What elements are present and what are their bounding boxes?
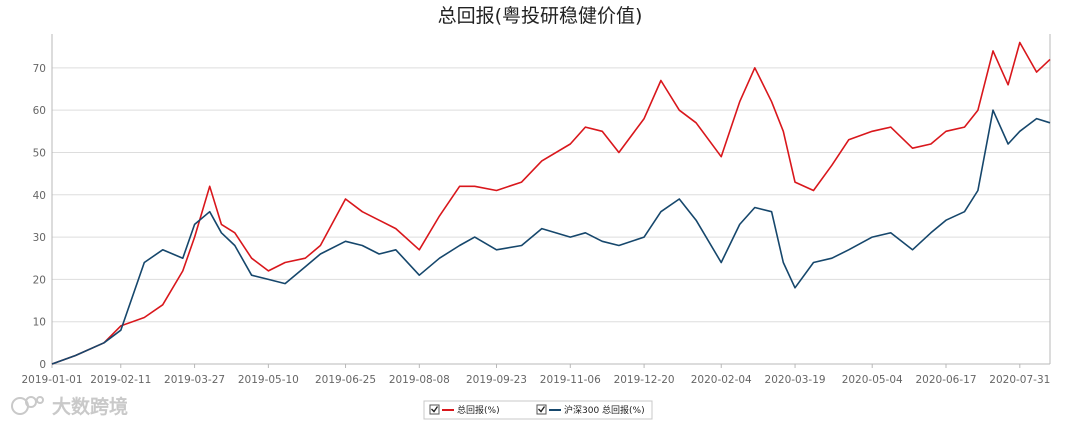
watermark-logo-icon <box>11 396 44 415</box>
x-tick-label: 2020-07-31 <box>989 374 1050 386</box>
x-tick-label: 2019-12-20 <box>614 374 675 386</box>
x-tick-label: 2019-05-10 <box>238 374 299 386</box>
y-tick-label: 40 <box>33 190 46 202</box>
legend-label: 沪深300 总回报(%) <box>564 404 645 416</box>
x-tick-label: 2019-06-25 <box>315 374 376 386</box>
x-tick-label: 2019-11-06 <box>540 374 601 386</box>
gridlines <box>52 67 1050 323</box>
chart-title: 总回报(粤投研稳健价值) <box>438 5 643 27</box>
x-tick-label: 2020-05-04 <box>842 374 903 386</box>
series-line-1 <box>51 41 1051 365</box>
legend-checkbox-icon[interactable] <box>536 404 547 415</box>
x-tick-label: 2019-03-27 <box>164 374 225 386</box>
x-tick-label: 2020-03-19 <box>765 374 826 386</box>
axes: 0 10 20 30 40 50 60 70 2019-01-01 2019-02-11 2019-… <box>21 34 1051 386</box>
y-tick-label: 20 <box>33 274 46 286</box>
y-tick-label: 30 <box>33 232 46 244</box>
legend-checkbox-icon[interactable] <box>429 404 440 415</box>
x-tick-label: 2020-02-04 <box>691 374 752 386</box>
y-tick-label: 10 <box>33 317 46 329</box>
legend-item-series-2[interactable]: 沪深300 总回报(%) <box>536 404 645 416</box>
y-tick-label: 60 <box>33 105 46 117</box>
x-tick-label: 2019-08-08 <box>389 374 450 386</box>
x-tick-label: 2020-06-17 <box>915 374 976 386</box>
legend: 总回报(%) 沪深300 总回报(%) <box>423 400 653 420</box>
check-icon <box>538 406 546 413</box>
check-icon <box>431 406 439 413</box>
x-tick-label: 2019-09-23 <box>466 374 527 386</box>
y-tick-label: 0 <box>39 359 46 371</box>
x-tick-label: 2019-02-11 <box>90 374 151 386</box>
series-layer <box>51 41 1051 365</box>
x-tick-label: 2019-01-01 <box>21 374 82 386</box>
legend-label: 总回报(%) <box>457 404 500 416</box>
watermark: 大数跨境 <box>11 395 128 418</box>
y-tick-label: 70 <box>33 63 46 75</box>
watermark-text: 大数跨境 <box>52 395 128 418</box>
legend-item-series-1[interactable]: 总回报(%) <box>429 404 500 416</box>
y-tick-label: 50 <box>33 147 46 159</box>
series-line-2 <box>51 109 1051 365</box>
